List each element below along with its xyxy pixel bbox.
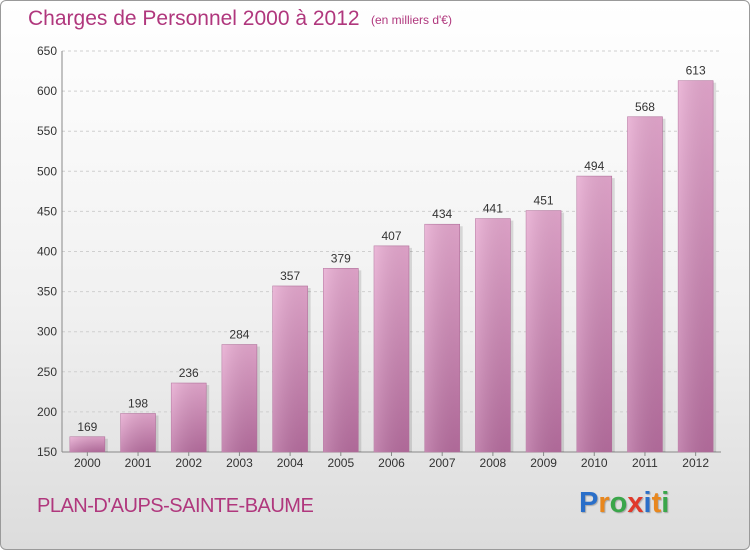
y-tick-label: 600	[37, 84, 57, 98]
bars	[69, 80, 717, 453]
bar-sheen	[374, 245, 409, 452]
data-label: 568	[635, 100, 655, 114]
y-tick-label: 250	[37, 365, 57, 379]
logo-letter: i	[661, 487, 670, 519]
commune-name: PLAN-D'AUPS-SAINTE-BAUME	[37, 495, 314, 517]
y-tick-label: 150	[37, 445, 57, 459]
x-tick-label: 2008	[480, 456, 507, 470]
bar-sheen	[120, 413, 156, 452]
logo-letter: r	[598, 487, 610, 519]
chart-title: Charges de Personnel 2000 à 2012	[28, 7, 360, 30]
data-label: 441	[483, 202, 503, 216]
bar-sheen	[576, 176, 612, 452]
y-tick-label: 300	[37, 325, 57, 339]
x-tick-label: 2003	[226, 456, 253, 470]
y-tick-labels: 150 200 250 300 350 400 450 500 550 600 650	[37, 44, 57, 459]
bar-sheen	[272, 285, 308, 452]
y-tick-label: 550	[37, 124, 57, 138]
data-label: 451	[534, 194, 554, 208]
data-label: 236	[179, 366, 199, 380]
data-label: 284	[229, 328, 249, 342]
data-label: 494	[584, 159, 604, 173]
chart-subtitle: (en milliers d'€)	[371, 13, 452, 27]
bar-sheen	[171, 383, 207, 452]
x-tick-labels: 2000 2001 2002 2003 2004 2005 2006 2007 2008 2009…	[74, 452, 709, 470]
y-tick-label: 200	[37, 405, 57, 419]
y-tick-label: 400	[37, 245, 57, 259]
bar-sheen	[678, 80, 714, 452]
data-label: 198	[128, 397, 148, 411]
data-label: 357	[280, 269, 300, 283]
x-tick-label: 2001	[125, 456, 152, 470]
y-tick-label: 650	[37, 44, 57, 58]
x-tick-label: 2007	[429, 456, 456, 470]
bar-sheen	[475, 218, 511, 452]
bar-sheen	[69, 436, 105, 452]
bar-sheen	[323, 268, 359, 452]
x-tick-label: 2000	[74, 456, 101, 470]
data-label: 613	[686, 64, 706, 78]
y-tick-label: 350	[37, 285, 57, 299]
y-tick-label: 500	[37, 164, 57, 178]
x-tick-label: 2012	[682, 456, 709, 470]
data-labels: 169 198 236 284 357 379 407 434 441 451 494 568 613	[77, 64, 706, 434]
x-tick-label: 2010	[581, 456, 608, 470]
data-label: 407	[381, 229, 401, 243]
bar-sheen	[424, 224, 460, 452]
logo-letter: i	[643, 487, 652, 519]
x-tick-label: 2002	[175, 456, 202, 470]
bar-sheen	[526, 210, 562, 452]
x-tick-label: 2005	[327, 456, 354, 470]
x-tick-label: 2011	[632, 456, 658, 470]
data-label: 434	[432, 207, 452, 221]
logo-letter: x	[627, 487, 644, 519]
bar-sheen	[221, 344, 257, 452]
bar-sheen	[627, 116, 663, 452]
x-tick-label: 2006	[378, 456, 405, 470]
data-label: 379	[331, 251, 351, 265]
x-tick-label: 2009	[530, 456, 557, 470]
x-tick-label: 2004	[277, 456, 304, 470]
proxiti-logo[interactable]: Proxiti	[579, 487, 669, 520]
logo-letter: o	[609, 487, 628, 519]
logo-letter: t	[651, 487, 662, 519]
data-label: 169	[77, 420, 97, 434]
y-tick-label: 450	[37, 204, 57, 218]
logo-letter: P	[579, 487, 599, 519]
